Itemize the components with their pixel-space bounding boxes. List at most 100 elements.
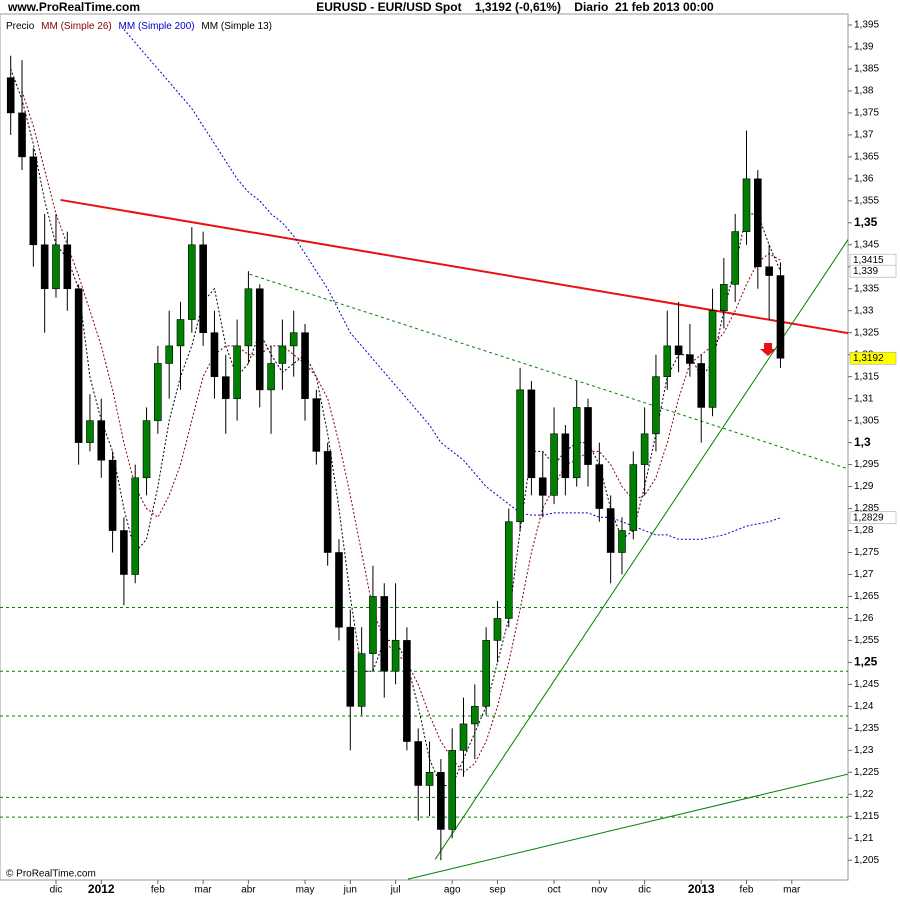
x-tick-label: feb bbox=[740, 885, 754, 896]
y-tick-label: 1,33 bbox=[854, 305, 874, 316]
candle-body bbox=[482, 640, 490, 707]
plot bbox=[0, 29, 848, 880]
y-tick-label: 1,375 bbox=[854, 108, 879, 119]
y-tick-label: 1,25 bbox=[854, 655, 878, 669]
candle-body bbox=[312, 398, 321, 452]
legend-price: Precio bbox=[6, 21, 35, 32]
candle-body bbox=[629, 464, 638, 531]
candle-body bbox=[199, 244, 207, 334]
y-tick-label: 1,345 bbox=[854, 239, 879, 250]
x-tick-label: sep bbox=[489, 885, 506, 896]
candle-body bbox=[538, 477, 547, 496]
candle-body bbox=[221, 376, 230, 399]
x-tick-label: nov bbox=[591, 885, 607, 896]
y-tick-label: 1,27 bbox=[854, 569, 874, 580]
candle-body bbox=[142, 420, 151, 479]
footer: © ProRealTime.com bbox=[6, 869, 96, 880]
candle-body bbox=[29, 156, 38, 246]
candle-body bbox=[504, 521, 513, 619]
candle-body bbox=[663, 345, 672, 377]
x-tick-label: ago bbox=[444, 885, 461, 896]
x-tick-label: dic bbox=[50, 885, 63, 896]
candle-body bbox=[697, 363, 706, 408]
moving-average bbox=[123, 29, 781, 540]
y-tick-label: 1,305 bbox=[854, 415, 879, 426]
y-tick-label: 1,275 bbox=[854, 547, 879, 558]
y-tick-label: 1,245 bbox=[854, 679, 879, 690]
candle-body bbox=[471, 706, 479, 725]
y-tick-label: 1,39 bbox=[854, 42, 874, 53]
candle-body bbox=[346, 626, 355, 707]
last-value-label: 1,3192 bbox=[853, 353, 884, 364]
x-tick-label: oct bbox=[547, 885, 561, 896]
y-tick-label: 1,28 bbox=[854, 525, 874, 536]
legend-entry: MM (Simple 13) bbox=[201, 21, 272, 32]
y-tick-label: 1,225 bbox=[854, 767, 879, 778]
y-tick-label: 1,22 bbox=[854, 789, 874, 800]
candle-body bbox=[708, 310, 717, 408]
x-tick-label: 2013 bbox=[688, 882, 715, 896]
plot-area bbox=[0, 13, 849, 881]
candle-body bbox=[640, 433, 649, 465]
candle-body bbox=[618, 530, 626, 553]
trend-line bbox=[249, 273, 848, 470]
y-tick-label: 1,315 bbox=[854, 371, 879, 382]
candle-body bbox=[74, 288, 83, 443]
y-tick-label: 1,255 bbox=[854, 635, 879, 646]
trend-line bbox=[407, 773, 848, 880]
y-tick-label: 1,335 bbox=[854, 283, 879, 294]
x-tick-label: may bbox=[296, 885, 315, 896]
y-tick-label: 1,3 bbox=[854, 435, 871, 449]
candle-body bbox=[550, 433, 558, 496]
candle-body bbox=[720, 284, 728, 312]
x-tick-label: dic bbox=[638, 885, 651, 896]
candle-body bbox=[165, 345, 173, 364]
y-tick-label: 1,29 bbox=[854, 481, 874, 492]
site-name: www.ProRealTime.com bbox=[7, 0, 140, 14]
y-tick-label: 1,21 bbox=[854, 833, 874, 844]
y-tick-label: 1,285 bbox=[854, 503, 879, 514]
axis: 1,205 1,21 1,215 1,22 1,225 1,23 1,235 1,24 1,24… bbox=[50, 20, 897, 896]
x-tick-label: mar bbox=[783, 885, 801, 896]
candle-body bbox=[572, 407, 581, 479]
candle-body bbox=[403, 640, 411, 742]
candle-body bbox=[425, 771, 434, 786]
legend-entry: MM (Simple 26) bbox=[41, 21, 112, 32]
candle-body bbox=[335, 552, 343, 628]
chart-title: EURUSD - EUR/USD Spot 1,3192 (-0,61%) Di… bbox=[316, 0, 714, 14]
y-tick-label: 1,295 bbox=[854, 459, 879, 470]
candle-body bbox=[652, 376, 660, 435]
y-tick-label: 1,24 bbox=[854, 701, 874, 712]
last-value-box bbox=[849, 264, 897, 278]
candle-body bbox=[754, 178, 762, 268]
candle-body bbox=[97, 420, 106, 461]
candle-body bbox=[674, 345, 683, 355]
candle-body bbox=[561, 433, 570, 479]
last-value-box bbox=[849, 351, 897, 365]
y-tick-label: 1,365 bbox=[854, 152, 879, 163]
candle-body bbox=[448, 750, 456, 830]
y-tick-label: 1,325 bbox=[854, 327, 879, 338]
candle-body bbox=[6, 77, 15, 114]
candle-body bbox=[584, 407, 592, 465]
candle-body bbox=[210, 332, 219, 377]
y-tick-label: 1,26 bbox=[854, 613, 874, 624]
legend: Precio MM (Simple 26) MM (Simple 200) MM… bbox=[6, 21, 272, 32]
candle-body bbox=[176, 319, 185, 347]
candle-body bbox=[595, 464, 604, 509]
y-tick-label: 1,355 bbox=[854, 195, 879, 206]
footer-text: © ProRealTime.com bbox=[6, 869, 96, 880]
y-tick-label: 1,235 bbox=[854, 723, 879, 734]
candle-body bbox=[493, 618, 502, 641]
candle-body bbox=[267, 363, 275, 391]
candle-body bbox=[380, 596, 389, 672]
y-tick-label: 1,385 bbox=[854, 64, 879, 75]
x-tick-label: jun bbox=[343, 885, 357, 896]
candle-body bbox=[606, 508, 615, 553]
y-tick-label: 1,36 bbox=[854, 173, 874, 184]
candle-body bbox=[527, 389, 536, 479]
y-tick-label: 1,38 bbox=[854, 86, 874, 97]
candle-body bbox=[63, 244, 72, 290]
